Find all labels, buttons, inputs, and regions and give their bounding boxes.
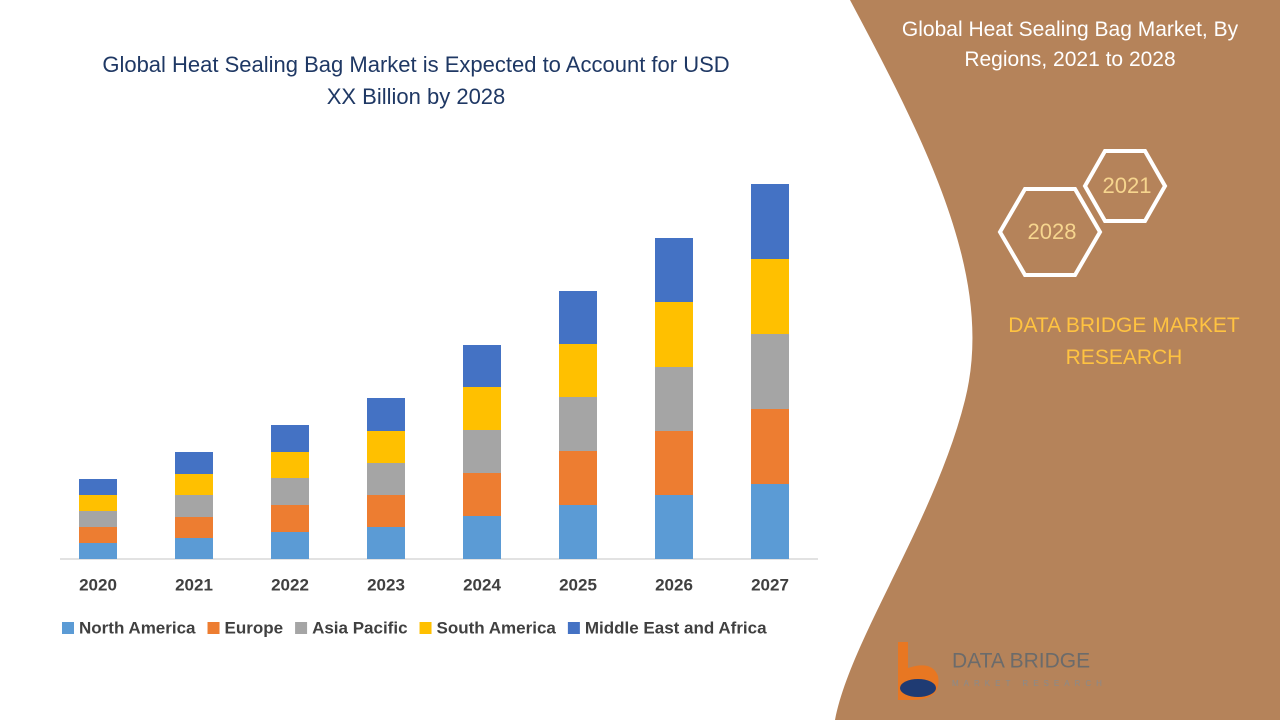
bar-segment xyxy=(751,259,789,334)
bar-segment xyxy=(79,511,117,527)
bar-segment xyxy=(463,473,501,516)
bar-segment xyxy=(367,398,405,431)
bar-segment xyxy=(271,425,309,452)
logo-name: DATA BRIDGE xyxy=(952,650,1090,673)
legend-swatch xyxy=(567,622,580,634)
bar-segment xyxy=(751,334,789,409)
bar-segment xyxy=(271,505,309,532)
hexagon xyxy=(1082,149,1168,223)
bar-segment xyxy=(175,517,213,538)
bar-segment xyxy=(559,451,597,505)
logo-mark xyxy=(900,679,936,697)
x-tick-label: 2024 xyxy=(463,575,501,594)
legend-swatch xyxy=(419,622,432,634)
bar-segment xyxy=(559,397,597,451)
bar-segment xyxy=(655,302,693,367)
x-tick-label: 2025 xyxy=(559,575,597,594)
x-tick-label: 2026 xyxy=(655,575,693,594)
legend-label: South America xyxy=(437,618,557,637)
x-tick-label: 2027 xyxy=(751,575,789,594)
bar-segment xyxy=(751,484,789,559)
bar-segment xyxy=(367,463,405,495)
bar-segment xyxy=(655,495,693,559)
side-panel xyxy=(835,0,1280,720)
legend-swatch xyxy=(295,622,308,634)
legend-swatch xyxy=(62,622,74,634)
logo-tagline: MARKET RESEARCH xyxy=(952,679,1107,688)
x-tick-label: 2021 xyxy=(175,575,213,594)
bar-segment xyxy=(559,291,597,344)
legend-label: Middle East and Africa xyxy=(585,618,767,637)
bar-segment xyxy=(175,495,213,517)
bar-segment xyxy=(367,495,405,527)
logo: DATA BRIDGE MARKET RESEARCH xyxy=(898,642,1107,700)
legend-label: North America xyxy=(79,618,196,637)
badge: 2028 xyxy=(1028,219,1077,244)
bar-segment xyxy=(559,344,597,397)
bar-segment xyxy=(271,452,309,478)
bar-segment xyxy=(271,478,309,505)
x-tick-label: 2020 xyxy=(79,575,117,594)
bar-segment xyxy=(271,532,309,559)
bar-segment xyxy=(463,387,501,430)
hexagon xyxy=(997,187,1103,277)
badge: 2021 xyxy=(1103,173,1152,198)
bar-segment xyxy=(655,431,693,495)
legend-label: Europe xyxy=(225,618,284,637)
bar-segment xyxy=(463,345,501,387)
bar-segment xyxy=(655,238,693,302)
bar-segment xyxy=(175,538,213,559)
bar-segment xyxy=(751,409,789,484)
bar-segment xyxy=(79,543,117,559)
x-tick-label: 2022 xyxy=(271,575,309,594)
bar-segment xyxy=(367,527,405,559)
brand-text: DATA BRIDGE MARKET RESEARCH xyxy=(1008,314,1240,369)
panel-title: Global Heat Sealing Bag Market, By Region… xyxy=(902,18,1239,71)
bar-segment xyxy=(463,430,501,473)
chart-title: Global Heat Sealing Bag Market is Expect… xyxy=(102,52,729,109)
bar-segment xyxy=(655,367,693,431)
bar-segment xyxy=(559,505,597,559)
bar-segment xyxy=(79,527,117,543)
x-tick-label: 2023 xyxy=(367,575,405,594)
legend-label: Asia Pacific xyxy=(312,618,407,637)
bar-segment xyxy=(175,452,213,474)
bar-segment xyxy=(79,495,117,511)
bar-segment xyxy=(79,479,117,495)
bar-segment xyxy=(175,474,213,495)
legend-swatch xyxy=(207,622,220,634)
bar-segment xyxy=(751,184,789,259)
bar-segment xyxy=(367,431,405,463)
bar-segment xyxy=(463,516,501,559)
